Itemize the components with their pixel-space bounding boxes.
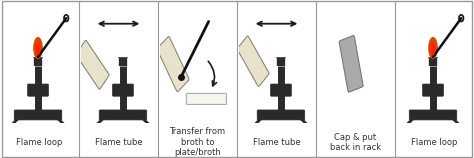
Ellipse shape (36, 43, 40, 55)
FancyBboxPatch shape (409, 110, 457, 120)
FancyBboxPatch shape (237, 36, 269, 86)
Text: Cap & put
back in rack: Cap & put back in rack (330, 133, 381, 152)
FancyBboxPatch shape (339, 36, 363, 92)
FancyBboxPatch shape (271, 84, 292, 96)
FancyBboxPatch shape (257, 110, 305, 120)
FancyBboxPatch shape (27, 84, 48, 96)
Text: Flame tube: Flame tube (253, 138, 301, 147)
Text: Flame loop: Flame loop (16, 138, 63, 147)
FancyBboxPatch shape (423, 84, 443, 96)
Ellipse shape (33, 37, 43, 59)
FancyBboxPatch shape (112, 84, 133, 96)
Text: Transfer from
broth to
plate/broth: Transfer from broth to plate/broth (169, 127, 226, 157)
FancyBboxPatch shape (157, 37, 189, 92)
Text: Flame loop: Flame loop (411, 138, 458, 147)
Ellipse shape (430, 43, 436, 55)
FancyBboxPatch shape (99, 110, 147, 120)
FancyBboxPatch shape (14, 110, 62, 120)
Ellipse shape (428, 37, 438, 59)
FancyBboxPatch shape (76, 40, 109, 89)
Text: Flame tube: Flame tube (95, 138, 142, 147)
FancyBboxPatch shape (186, 93, 227, 104)
